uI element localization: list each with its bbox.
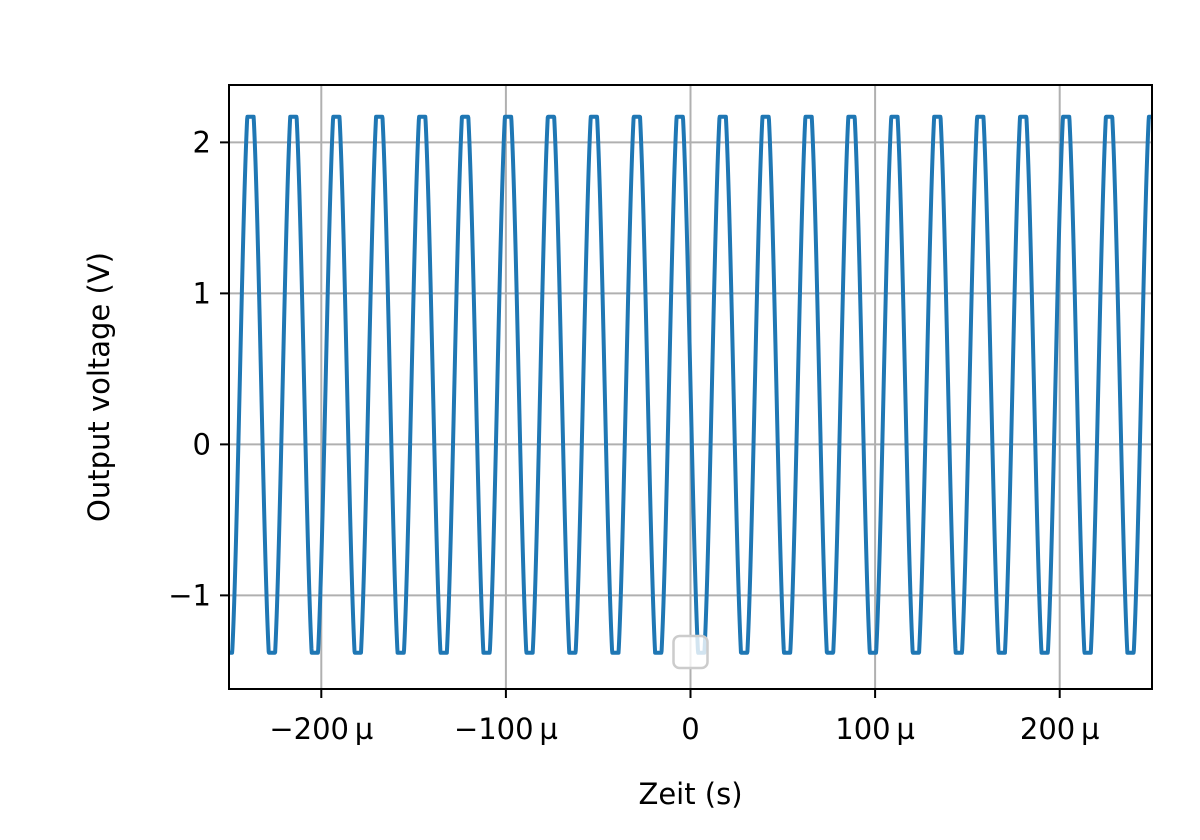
y-tick-label: −1 <box>168 578 211 612</box>
y-axis: −1 0 1 2 <box>168 125 229 612</box>
y-tick-label: 0 <box>193 427 211 461</box>
x-tick-label: −100 µ <box>454 712 558 746</box>
plot-area <box>227 114 1154 655</box>
x-axis: −200 µ −100 µ 0 100 µ 200 µ <box>269 689 1100 746</box>
y-tick-label: 1 <box>193 276 211 310</box>
legend <box>672 634 709 670</box>
y-tick-label: 2 <box>193 125 211 159</box>
x-tick-label: 0 <box>681 712 699 746</box>
x-tick-label: 200 µ <box>1020 712 1100 746</box>
x-tick-label: −200 µ <box>269 712 373 746</box>
series-line <box>227 114 1154 655</box>
x-tick-label: 100 µ <box>835 712 915 746</box>
x-axis-label: Zeit (s) <box>638 777 742 811</box>
y-axis-label: Output voltage (V) <box>82 252 116 522</box>
